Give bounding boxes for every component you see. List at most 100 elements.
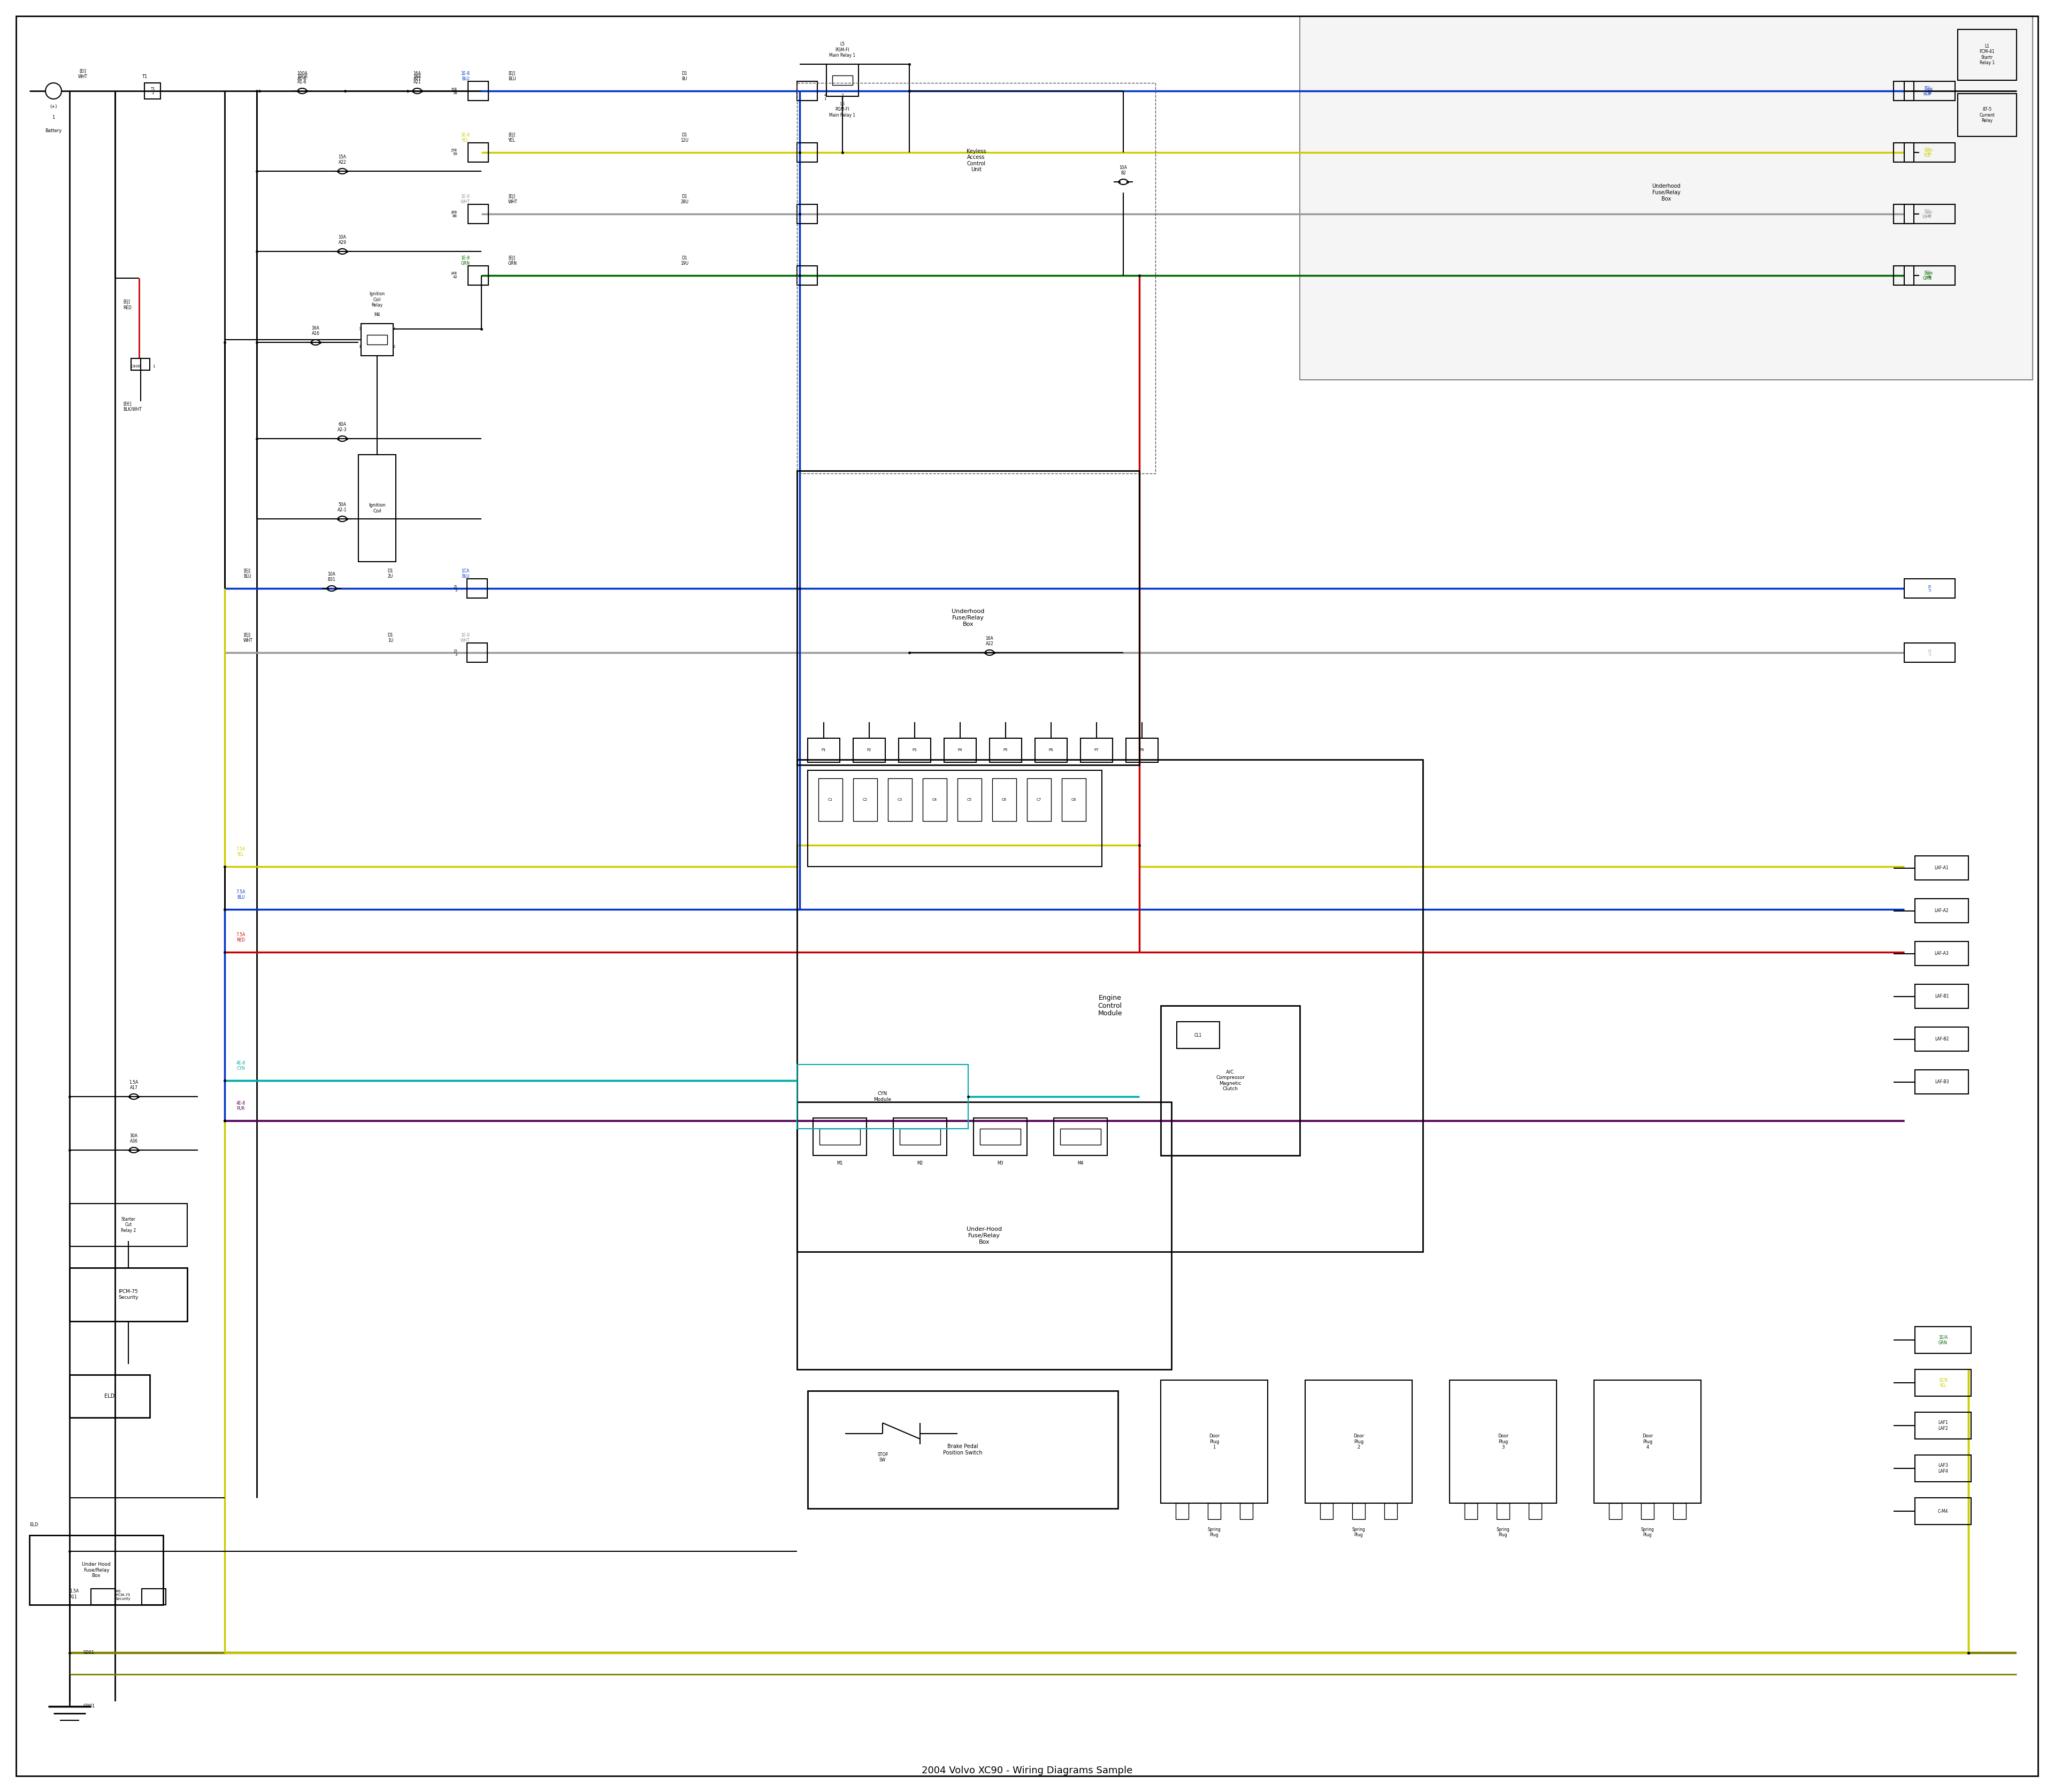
Text: Spring
Plug: Spring Plug [1641,1527,1653,1538]
Bar [142,1590,166,1606]
Bar [1914,1369,1972,1396]
Bar [797,265,817,285]
Text: CL1: CL1 [1193,1032,1202,1038]
Text: Under Hood
Fuse/Relay
Box: Under Hood Fuse/Relay Box [82,1563,111,1579]
Bar [1384,1503,1397,1520]
Text: 1E-8
GRN: 1E-8 GRN [460,256,470,265]
Text: 4: 4 [824,93,826,97]
Bar [1304,1380,1413,1503]
Bar [1904,643,1955,663]
Text: LAF-B1: LAF-B1 [1935,995,1949,998]
Bar [797,81,817,100]
Text: C8: C8 [1070,797,1076,801]
Bar [1175,1503,1189,1520]
Text: P7: P7 [1095,749,1099,751]
Bar [362,324,392,357]
Bar [468,81,489,100]
Text: LAF1
LAF2: LAF1 LAF2 [1939,1421,1947,1430]
Bar [1062,778,1087,821]
Text: C-M4: C-M4 [1937,1509,1949,1514]
Bar [1914,1498,1972,1525]
Bar [1914,1412,1972,1439]
Text: C5: C5 [967,797,972,801]
Text: [EE]
BLK/WHT: [EE] BLK/WHT [123,401,142,412]
Text: 15A
A22: 15A A22 [339,154,347,165]
Text: 60A
A2-3: 60A A2-3 [337,421,347,432]
Text: C2: C2 [863,797,867,801]
Bar [70,1204,187,1247]
Text: 2: 2 [392,346,396,348]
Bar [1957,29,2017,81]
Text: [E]
BLU: [E] BLU [1923,86,1931,97]
Bar [131,358,150,371]
Bar [1450,1380,1557,1503]
Bar [974,1118,1027,1156]
Text: ELD: ELD [29,1523,39,1527]
Text: 50A
A2-1: 50A A2-1 [337,502,347,513]
Bar [90,1590,115,1606]
Text: 1.5A
A11: 1.5A A11 [70,1590,78,1598]
Text: Under-Hood
Fuse/Relay
Box: Under-Hood Fuse/Relay Box [967,1228,1002,1245]
Bar [1352,1503,1366,1520]
Text: [E]
GRN: [E] GRN [1923,271,1931,281]
Text: M3: M3 [996,1161,1002,1165]
Bar [820,1129,861,1145]
Text: Starter
Cut
Relay 2: Starter Cut Relay 2 [121,1217,136,1233]
Bar [1914,1326,1972,1353]
Text: L5
PGM-FI
Main Relay 1: L5 PGM-FI Main Relay 1 [830,41,857,57]
Text: 10A
A29: 10A A29 [339,235,347,246]
Text: P2: P2 [867,749,871,751]
Bar [1904,265,1955,285]
Bar [357,455,396,561]
Bar [807,771,1101,867]
Text: LAF-B2: LAF-B2 [1935,1038,1949,1041]
Bar [1054,1118,1107,1156]
Text: ELD: ELD [105,1394,115,1400]
Text: [EJ]
WHT: [EJ] WHT [507,194,518,204]
Bar [1060,1129,1101,1145]
Text: 1: 1 [359,346,362,348]
Text: Keyless
Access
Control
Unit: Keyless Access Control Unit [965,149,986,172]
Text: D1
2U: D1 2U [388,568,392,579]
Bar [1241,1503,1253,1520]
Bar [1300,16,2033,380]
Bar [1957,93,2017,136]
Text: G001: G001 [82,1704,94,1710]
Bar [1528,1503,1543,1520]
Bar [957,778,982,821]
Bar [468,204,489,224]
Bar [1035,738,1068,762]
Text: 87-5
Current
Relay: 87-5 Current Relay [1980,108,1994,124]
Bar [466,643,487,663]
Text: J8B
8B: J8B 8B [1927,210,1933,217]
Bar [1904,204,1955,224]
Text: P3: P3 [912,749,916,751]
Text: C6: C6 [1002,797,1006,801]
Text: 1: 1 [51,115,55,120]
Text: [EI]
WHT: [EI] WHT [78,68,88,79]
Text: LAF-A2: LAF-A2 [1935,909,1949,914]
Text: LAF-A3: LAF-A3 [1935,952,1949,955]
Text: Spring
Plug: Spring Plug [1208,1527,1220,1538]
Text: STOP
SW: STOP SW [877,1452,887,1462]
Text: P6: P6 [1050,749,1054,751]
Text: 16A
A21: 16A A21 [413,73,421,84]
Text: 16A
A16: 16A A16 [312,326,320,335]
Text: D1
8U: D1 8U [682,72,688,81]
Text: 1: 1 [824,97,826,100]
Text: 1E-8
YEL: 1E-8 YEL [460,133,470,143]
Bar [945,738,976,762]
Bar [1497,1503,1510,1520]
Text: [E]
WHT: [E] WHT [1923,210,1933,219]
Bar [468,143,489,161]
Text: C4: C4 [933,797,937,801]
Bar [1894,81,1914,100]
Text: Ignition
Coil
Relay: Ignition Coil Relay [370,292,384,308]
Text: L5
PGM-FI
Main Relay 1: L5 PGM-FI Main Relay 1 [830,102,857,118]
Text: [EJ]
BLU: [EJ] BLU [242,568,251,579]
Text: 3: 3 [359,328,362,330]
Text: 1.5A
A17: 1.5A A17 [129,1081,138,1090]
Bar [797,143,817,161]
Text: 7.5A
BLU: 7.5A BLU [236,889,244,900]
Text: (+): (+) [49,104,58,109]
